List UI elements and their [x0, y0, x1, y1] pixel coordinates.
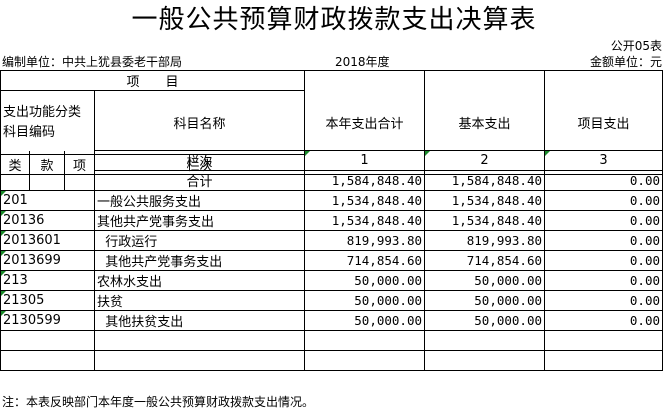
table-row: 201 一般公共服务支出 1,534,848.40 1,534,848.40 0.00 [0, 190, 663, 211]
amount-total: 714,854.60 [304, 250, 425, 271]
amount-basic: 50,000.00 [424, 290, 545, 311]
table-row: 2013601 行政运行 819,993.80 819,993.80 0.00 [0, 230, 663, 251]
expenditure-table-body: 栏次 1 2 3 合计 1,584,848.40 1,584,848.40 0.… [0, 150, 663, 371]
amount-total: 1,534,848.40 [304, 190, 425, 211]
subject-name: 其他共产党事务支出 [94, 250, 305, 271]
table-row: 20136 其他共产党事务支出 1,534,848.40 1,534,848.40 0.… [0, 210, 663, 231]
subject-name: 行政运行 [94, 230, 305, 251]
amount-project: 0.00 [544, 270, 663, 291]
org-label: 编制单位：中共上犹县委老干部局 [2, 55, 183, 69]
header-name-label: 科目名称 [94, 90, 305, 155]
amount-project: 0.00 [544, 190, 663, 211]
sum-row-label: 合计 [94, 170, 305, 191]
subject-code: 21305 [0, 290, 95, 311]
subject-name: 扶贫 [94, 290, 305, 311]
col-number-2: 2 [424, 150, 545, 171]
amount-project: 0.00 [544, 290, 663, 311]
header-code-label: 支出功能分类科目编码 [0, 90, 95, 155]
report-title: 一般公共预算财政拨款支出决算表 [131, 5, 537, 35]
table-row: 21305 扶贫 50,000.00 50,000.00 0.00 [0, 290, 663, 311]
col-number-3: 3 [544, 150, 663, 171]
empty-row [0, 350, 663, 371]
subject-name: 其他扶贫支出 [94, 310, 305, 331]
subject-code: 2013601 [0, 230, 95, 251]
table-code: 公开05表 [610, 39, 662, 53]
amount-basic: 819,993.80 [424, 230, 545, 251]
amount-basic: 1,534,848.40 [424, 210, 545, 231]
sum-total: 1,584,848.40 [304, 170, 425, 191]
amount-project: 0.00 [544, 310, 663, 331]
amount-total: 50,000.00 [304, 290, 425, 311]
subject-name: 一般公共服务支出 [94, 190, 305, 211]
table-row: 2013699 其他共产党事务支出 714,854.60 714,854.60 0.0… [0, 250, 663, 271]
subject-name: 其他共产党事务支出 [94, 210, 305, 231]
subject-code: 20136 [0, 210, 95, 231]
amount-basic: 1,534,848.40 [424, 190, 545, 211]
row-order-cell: 栏次 [94, 150, 305, 171]
subject-code: 2130599 [0, 310, 95, 331]
amount-basic: 714,854.60 [424, 250, 545, 271]
empty-row [0, 330, 663, 351]
amount-basic: 50,000.00 [424, 270, 545, 291]
amount-basic: 50,000.00 [424, 310, 545, 331]
amount-project: 0.00 [544, 250, 663, 271]
footnote: 注：本表反映部门本年度一般公共预算财政拨款支出情况。 [2, 395, 315, 409]
amount-project: 0.00 [544, 230, 663, 251]
amount-total: 1,534,848.40 [304, 210, 425, 231]
header-item: 项 目 [0, 70, 305, 91]
subject-code: 213 [0, 270, 95, 291]
unit-label: 金额单位：元 [589, 55, 662, 69]
amount-total: 50,000.00 [304, 270, 425, 291]
table-row: 2130599 其他扶贫支出 50,000.00 50,000.00 0.00 [0, 310, 663, 331]
subject-code: 201 [0, 190, 95, 211]
year-label: 2018年度 [335, 55, 390, 69]
sum-project: 0.00 [544, 170, 663, 191]
col-number-1: 1 [304, 150, 425, 171]
amount-total: 819,993.80 [304, 230, 425, 251]
subject-name: 农林水支出 [94, 270, 305, 291]
amount-total: 50,000.00 [304, 310, 425, 331]
amount-project: 0.00 [544, 210, 663, 231]
table-row: 213 农林水支出 50,000.00 50,000.00 0.00 [0, 270, 663, 291]
subject-code: 2013699 [0, 250, 95, 271]
sum-basic: 1,584,848.40 [424, 170, 545, 191]
